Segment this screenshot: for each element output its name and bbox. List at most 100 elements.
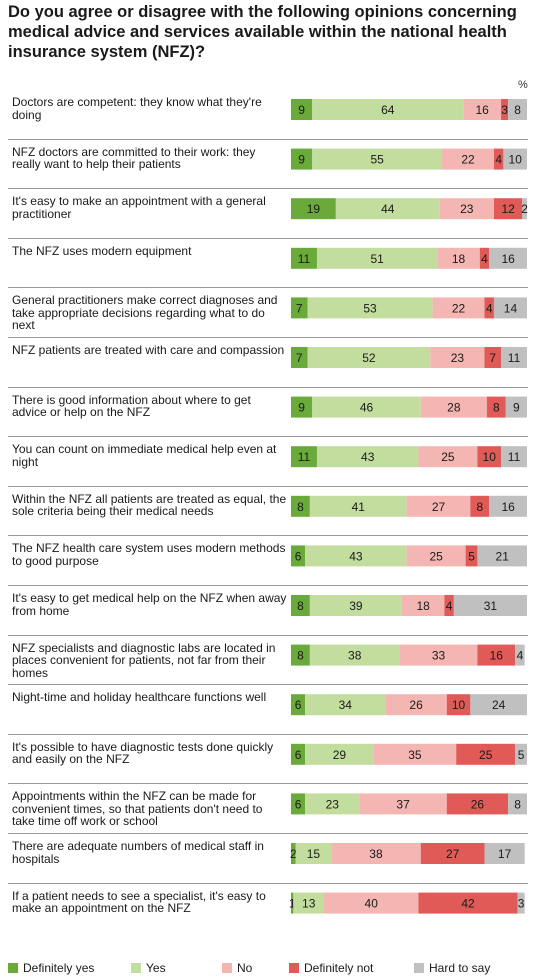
legend-swatch [8,963,18,973]
row-separator [8,138,528,140]
bar-segment [385,694,447,716]
category-label: Night-time and holiday healthcare functi… [12,690,267,705]
data-label: 23 [326,797,340,811]
data-label: 40 [365,897,379,911]
data-label: 2 [521,202,528,216]
data-label: 35 [408,748,422,762]
bar-segment [291,297,308,319]
data-label: 6 [295,748,302,762]
bar-segment [515,644,525,666]
category-label: NFZ specialists and diagnostic labs are … [12,640,276,680]
bar-segment [312,396,421,418]
row-separator [8,684,528,686]
row-separator [8,386,528,388]
bar-segment [307,347,431,368]
data-label: 29 [333,748,347,762]
bar-segment [309,495,407,517]
data-label: 42 [461,897,475,911]
data-label: 38 [348,649,362,663]
data-label: 10 [483,450,497,464]
bar-segment [293,892,325,914]
legend-item: Hard to say [414,961,490,975]
data-label: 22 [461,153,475,167]
legend-item: No [222,961,252,975]
data-label: 22 [452,301,466,315]
bar-segment [305,694,386,716]
data-label: 38 [369,847,383,861]
row-separator [8,188,528,190]
bar-segment [501,446,527,468]
bar-segment [305,743,374,765]
row-separator [8,733,528,735]
bar-segment [373,743,457,765]
data-label: 9 [298,103,305,117]
bar-segment [324,892,419,914]
chart-title: Do you agree or disagree with the follow… [8,3,517,61]
row-separator [8,485,528,487]
data-label: 7 [296,301,303,315]
data-label: 17 [498,847,512,861]
data-label: 5 [518,748,525,762]
bar-segment [477,446,502,468]
data-label: 9 [298,401,305,415]
bar-segment [493,297,527,319]
bar-segment [312,148,443,170]
bar-segment [359,793,447,815]
data-label: 27 [446,847,460,861]
bar-segment [335,198,440,220]
bar-segment [493,148,504,170]
data-label: 3 [501,103,508,117]
bar-segment [291,595,310,616]
data-label: 8 [514,103,521,117]
bar-segment [437,247,480,269]
data-label: 26 [409,698,423,712]
bar-segment [291,644,310,666]
legend-label: Definitely not [304,961,374,975]
bar-segment [430,347,485,368]
data-label: 27 [432,500,446,514]
bar-segment [291,743,306,765]
data-label: 8 [297,599,304,613]
category-label: Within the NFZ all patients are treated … [12,491,287,519]
data-label: 1 [289,897,296,911]
bar-segment [316,446,419,468]
data-label: 5 [468,549,475,563]
data-label: 46 [360,401,374,415]
data-label: 2 [290,847,297,861]
bar-segment [420,843,485,864]
data-label: 11 [298,252,311,266]
category-label: NFZ patients are treated with care and c… [12,343,285,357]
bar-segment [470,495,490,517]
row-separator [8,287,528,289]
data-label: 9 [513,401,520,415]
bar-segment [493,198,523,220]
bar-segment [291,892,294,914]
bar-segment [484,843,525,864]
bar-segment [479,247,490,269]
data-label: 44 [381,202,395,216]
data-label: 11 [508,351,521,365]
data-label: 43 [349,549,363,563]
category-label: It's possible to have diagnostic tests d… [12,739,274,767]
bar-segment [291,446,317,468]
legend-swatch [414,963,424,973]
bar-segment [420,396,487,418]
bar-segment [406,545,466,567]
bar-segment [418,446,478,468]
bar-segment [309,595,402,616]
data-label: 23 [451,351,465,365]
data-label: 19 [307,202,321,216]
data-label: 6 [295,797,302,811]
bar-segment [439,198,494,220]
data-label: 16 [475,103,489,117]
legend-label: No [237,961,253,975]
data-label: 8 [476,500,483,514]
bar-segment [501,347,527,368]
legend-label: Hard to say [429,961,491,975]
legend-item: Definitely not [289,961,373,975]
data-label: 23 [460,202,474,216]
bar-segment [501,99,509,120]
category-label: If a patient needs to see a specialist, … [12,888,266,916]
row-separator [8,634,528,636]
data-label: 34 [339,698,353,712]
